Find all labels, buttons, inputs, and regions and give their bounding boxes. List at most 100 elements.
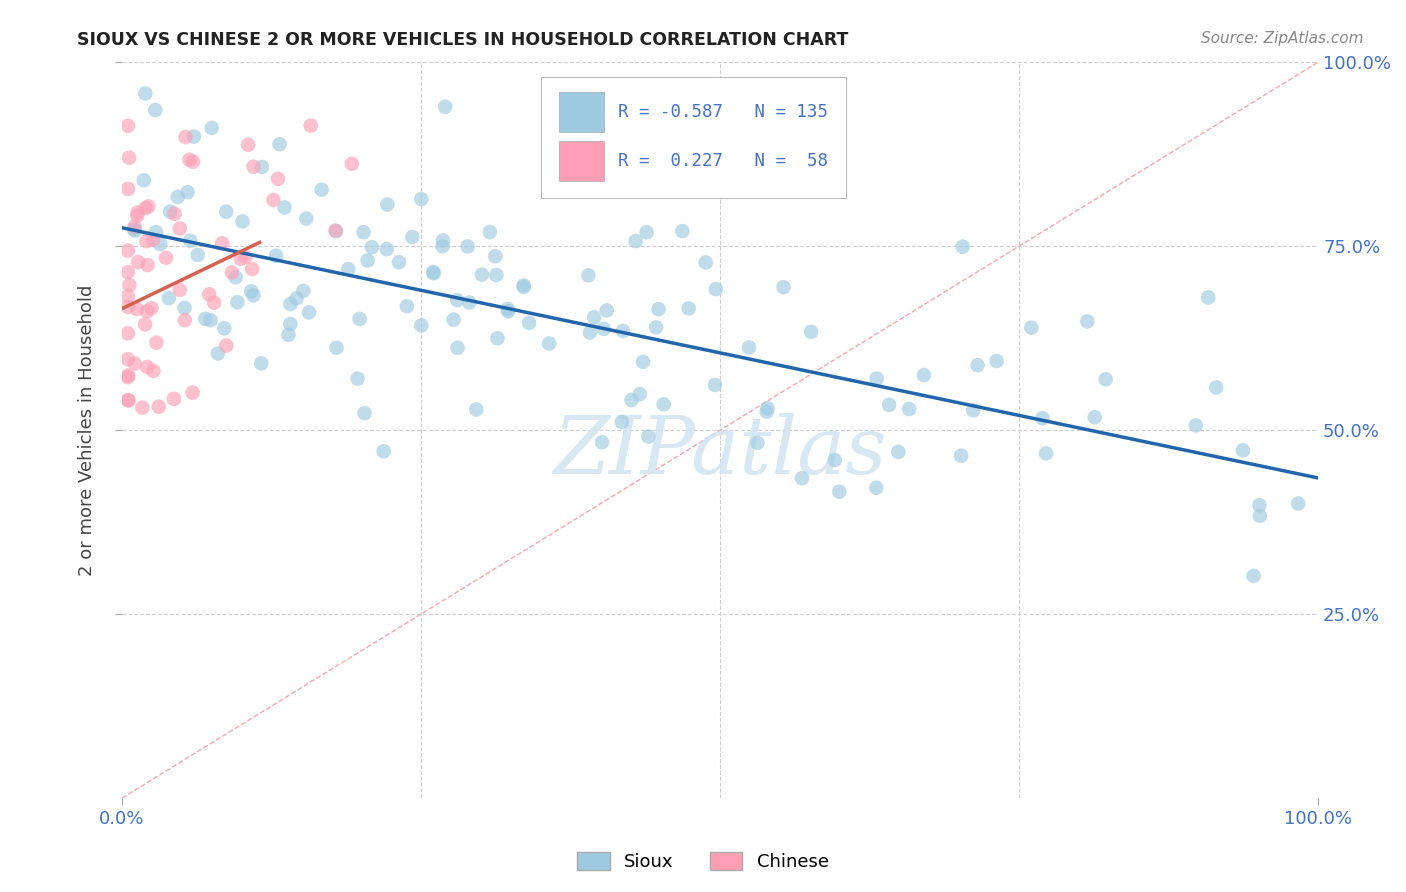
Point [628, 387, 651, 401]
Point [117, 326, 139, 341]
Point [127, 205, 149, 219]
Point [866, 371, 889, 385]
Point [411, 318, 433, 333]
Point [950, 449, 973, 463]
Point [277, 327, 299, 342]
Point [637, 429, 659, 443]
Point [236, 137, 259, 152]
Point [457, 239, 479, 253]
Point [353, 225, 375, 239]
Point [353, 406, 375, 420]
Point [295, 211, 318, 226]
Text: R =  0.227   N =  58: R = 0.227 N = 58 [619, 153, 828, 170]
Point [124, 224, 146, 238]
Point [221, 266, 243, 280]
Point [828, 484, 851, 499]
Point [194, 312, 217, 326]
Point [166, 190, 188, 204]
Point [484, 249, 506, 263]
Point [610, 415, 633, 429]
Point [202, 295, 225, 310]
Point [127, 255, 149, 269]
Point [486, 331, 509, 345]
Point [117, 119, 139, 133]
Point [242, 288, 264, 302]
Point [267, 171, 290, 186]
Point [118, 278, 141, 293]
Point [375, 197, 398, 211]
Point [179, 234, 201, 248]
Point [124, 357, 146, 371]
Point [395, 299, 418, 313]
Point [432, 239, 454, 253]
Point [373, 444, 395, 458]
Point [181, 154, 204, 169]
Point [117, 368, 139, 383]
Point [620, 392, 643, 407]
Point [434, 100, 457, 114]
FancyBboxPatch shape [558, 141, 605, 181]
Point [127, 209, 149, 223]
Point [159, 204, 181, 219]
Point [738, 341, 761, 355]
Point [131, 401, 153, 415]
Point [173, 301, 195, 315]
Point [136, 258, 159, 272]
Point [142, 233, 165, 247]
Point [695, 255, 717, 269]
Point [173, 313, 195, 327]
Point [149, 237, 172, 252]
Point [231, 214, 253, 228]
Point [187, 248, 209, 262]
Point [136, 304, 159, 318]
Point [298, 305, 321, 319]
Point [446, 293, 468, 308]
Point [176, 185, 198, 199]
Point [579, 326, 602, 340]
Point [157, 291, 180, 305]
Point [612, 324, 634, 338]
Point [117, 352, 139, 367]
Point [225, 270, 247, 285]
Point [215, 338, 238, 352]
Point [624, 234, 647, 248]
Point [496, 304, 519, 318]
Point [756, 401, 779, 416]
Point [1019, 320, 1042, 334]
Point [512, 278, 534, 293]
FancyBboxPatch shape [558, 92, 605, 132]
Point [117, 393, 139, 408]
Point [877, 398, 900, 412]
Point [512, 280, 534, 294]
Point [207, 346, 229, 360]
Point [596, 303, 619, 318]
Point [1076, 314, 1098, 328]
Point [471, 268, 494, 282]
Point [962, 403, 984, 417]
Point [1243, 569, 1265, 583]
Point [340, 157, 363, 171]
Text: Source: ZipAtlas.com: Source: ZipAtlas.com [1201, 31, 1364, 46]
Point [583, 310, 606, 325]
Point [704, 282, 727, 296]
Point [790, 471, 813, 485]
Point [181, 385, 204, 400]
Point [135, 234, 157, 248]
Point [966, 358, 988, 372]
Point [117, 289, 139, 303]
Point [211, 236, 233, 251]
Point [163, 207, 186, 221]
Point [432, 234, 454, 248]
Point [912, 368, 935, 383]
Point [1184, 418, 1206, 433]
Point [325, 341, 347, 355]
Point [183, 129, 205, 144]
Point [214, 321, 236, 335]
FancyBboxPatch shape [541, 77, 845, 198]
Point [652, 397, 675, 411]
Point [865, 481, 887, 495]
Point [117, 265, 139, 279]
Point [125, 301, 148, 316]
Point [824, 453, 846, 467]
Point [411, 192, 433, 206]
